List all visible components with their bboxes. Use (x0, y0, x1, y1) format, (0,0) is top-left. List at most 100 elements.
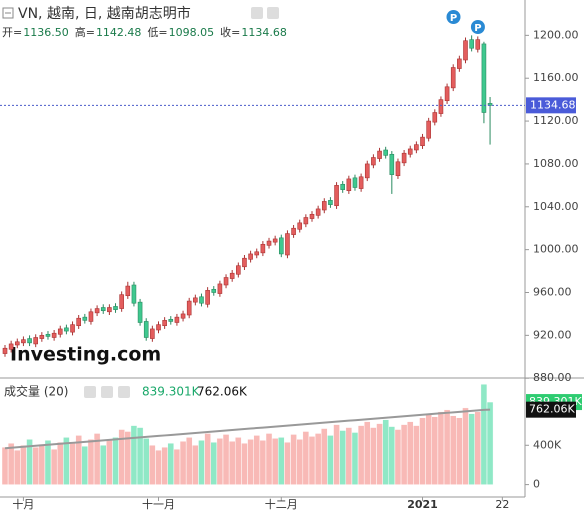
volume-bar (327, 435, 334, 485)
volume-title: 成交量 (20) (4, 384, 68, 399)
volume-bar (57, 442, 64, 485)
volume-bar (370, 427, 377, 485)
candle-body (100, 307, 106, 312)
candle-body (420, 136, 425, 147)
volume-bar (314, 433, 322, 485)
candle-body (156, 324, 161, 331)
candle-body (211, 288, 217, 293)
y-tick-label: 0 (533, 478, 540, 491)
ohlc-label: 低= (147, 26, 167, 39)
candle-body (168, 318, 174, 322)
volume-bar (456, 417, 463, 485)
candle-body (254, 251, 260, 256)
candle-body (131, 284, 137, 304)
event-marker (446, 10, 461, 24)
candle-body (248, 253, 253, 260)
candle-body (51, 332, 57, 338)
volume-bar (143, 438, 150, 485)
y-tick-label: 400K (533, 438, 562, 451)
candle-body (70, 324, 75, 333)
volume-bar (357, 425, 365, 485)
volume-ma-value: 762.06K (197, 385, 248, 399)
volume-bar (149, 445, 156, 485)
volume-bar (20, 445, 27, 485)
close-icon[interactable] (118, 386, 130, 398)
candle-body (383, 149, 388, 156)
eye-icon[interactable] (84, 386, 96, 398)
candle-body (395, 161, 401, 177)
candle-body (14, 341, 20, 346)
volume-bar (210, 442, 217, 485)
candle-body (481, 43, 487, 113)
candle-body (291, 227, 296, 235)
volume-bar (321, 428, 328, 485)
volume-bar (388, 426, 396, 485)
volume-bar (228, 441, 236, 485)
candle-body (242, 257, 247, 268)
x-tick-label: 十一月 (142, 497, 175, 511)
candle-body (8, 343, 14, 350)
volume-bar (130, 425, 138, 485)
candle-body (389, 153, 395, 175)
volume-bar (308, 436, 316, 485)
settings-icon[interactable] (101, 386, 113, 398)
volume-bar (44, 440, 52, 485)
candle-body (150, 328, 155, 339)
candle-body (199, 296, 204, 304)
candle-body (321, 201, 327, 211)
candle-body (401, 152, 407, 164)
ohlc-value: 1136.50 (23, 26, 69, 39)
watermark: Investing.com (10, 344, 161, 366)
volume-bar (198, 440, 205, 485)
event-marker (470, 20, 485, 34)
candle-body (88, 311, 94, 322)
eye-icon[interactable] (251, 7, 263, 19)
settings-icon[interactable] (267, 7, 279, 19)
candle-body (358, 176, 364, 189)
volume-bar (450, 415, 457, 485)
y-tick-label: 1200.00 (533, 28, 579, 41)
candle-body (2, 347, 8, 354)
candle-body (76, 317, 81, 327)
y-tick-label: 920.00 (533, 328, 572, 341)
candle-body (475, 39, 481, 50)
volume-bar (253, 435, 260, 485)
volume-bar (112, 437, 119, 485)
volume-bar (167, 443, 174, 485)
volume-value: 839.301K (142, 385, 201, 399)
candle-body (180, 313, 186, 319)
ohlc-value: 1098.05 (169, 26, 215, 39)
x-tick-label: 十月 (12, 497, 34, 511)
candle-body (217, 283, 223, 294)
candle-body (119, 294, 124, 309)
volume-bar (468, 413, 475, 485)
candle-body (186, 300, 192, 316)
volume-bar (364, 421, 371, 485)
volume-bar (271, 438, 279, 485)
y-tick-label: 1000.00 (533, 243, 579, 256)
candle-body (432, 112, 438, 123)
candle-body (33, 337, 39, 345)
candle-body (457, 58, 462, 69)
collapse-icon[interactable] (2, 7, 14, 19)
volume-bar (7, 443, 15, 485)
event-marker-label: P (474, 23, 481, 34)
ohlc-label: 开= (2, 26, 22, 39)
candle-body (297, 222, 303, 230)
volume-bar (480, 384, 488, 485)
candle-body (21, 339, 26, 344)
volume-bar (339, 430, 346, 485)
volume-bar (87, 439, 95, 485)
volume-bar (284, 442, 291, 485)
candle-body (340, 183, 346, 190)
volume-bar (419, 417, 426, 485)
candle-body (223, 277, 229, 286)
volume-bar (486, 401, 494, 485)
candle-body (143, 321, 149, 338)
candle-body (174, 316, 180, 323)
volume-bar (425, 413, 432, 485)
y-tick-label: 1080.00 (533, 157, 579, 170)
volume-bar (216, 438, 224, 485)
volume-bar (413, 425, 420, 485)
volume-bar (296, 439, 303, 485)
